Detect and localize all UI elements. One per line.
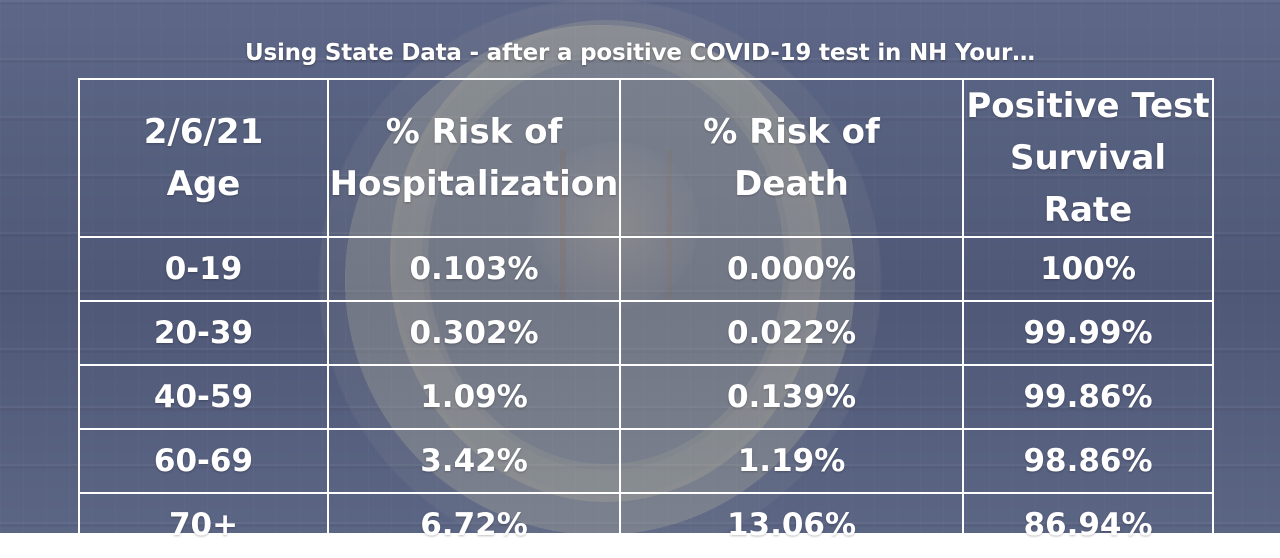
death-cell: 1.19% <box>619 428 964 494</box>
hospitalization-cell: 0.302% <box>327 300 621 366</box>
age-cell: 0-19 <box>78 236 329 302</box>
death-cell: 0.022% <box>619 300 964 366</box>
survival-rate-header: Positive Test Survival Rate <box>962 78 1214 238</box>
date-age-header: 2/6/21 Age <box>78 78 329 238</box>
death-cell: 0.000% <box>619 236 964 302</box>
age-cell: 20-39 <box>78 300 329 366</box>
survival-cell: 86.94% <box>962 492 1214 558</box>
survival-cell: 99.86% <box>962 364 1214 430</box>
hospitalization-cell: 3.42% <box>327 428 621 494</box>
age-cell: 70+ <box>78 492 329 558</box>
death-cell: 13.06% <box>619 492 964 558</box>
header-line: 2/6/21 <box>143 112 264 152</box>
header-line: Age <box>166 164 241 204</box>
hospitalization-cell: 0.103% <box>327 236 621 302</box>
death-cell: 0.139% <box>619 364 964 430</box>
table-row: 20-39 0.302% 0.022% 99.99% <box>78 300 1214 366</box>
header-line: % Risk of <box>703 112 880 152</box>
death-risk-header: % Risk of Death <box>619 78 964 238</box>
table-row: 70+ 6.72% 13.06% 86.94% <box>78 492 1214 558</box>
header-line: Hospitalization <box>329 164 619 204</box>
page-title: Using State Data - after a positive COVI… <box>245 40 1035 66</box>
header-line: Death <box>734 164 849 204</box>
hospitalization-cell: 6.72% <box>327 492 621 558</box>
header-line: Positive Test <box>966 86 1210 126</box>
survival-cell: 99.99% <box>962 300 1214 366</box>
header-line: Survival Rate <box>1009 138 1167 230</box>
table-row: 60-69 3.42% 1.19% 98.86% <box>78 428 1214 494</box>
age-cell: 40-59 <box>78 364 329 430</box>
header-line: % Risk of <box>385 112 563 152</box>
survival-cell: 98.86% <box>962 428 1214 494</box>
hospitalization-cell: 1.09% <box>327 364 621 430</box>
table-row: 0-19 0.103% 0.000% 100% <box>78 236 1214 302</box>
age-cell: 60-69 <box>78 428 329 494</box>
covid-risk-table: 2/6/21 Age % Risk of Hospitalization % R… <box>78 78 1214 558</box>
survival-cell: 100% <box>962 236 1214 302</box>
table-row: 40-59 1.09% 0.139% 99.86% <box>78 364 1214 430</box>
table-header-row: 2/6/21 Age % Risk of Hospitalization % R… <box>78 78 1214 238</box>
hospitalization-risk-header: % Risk of Hospitalization <box>327 78 621 238</box>
